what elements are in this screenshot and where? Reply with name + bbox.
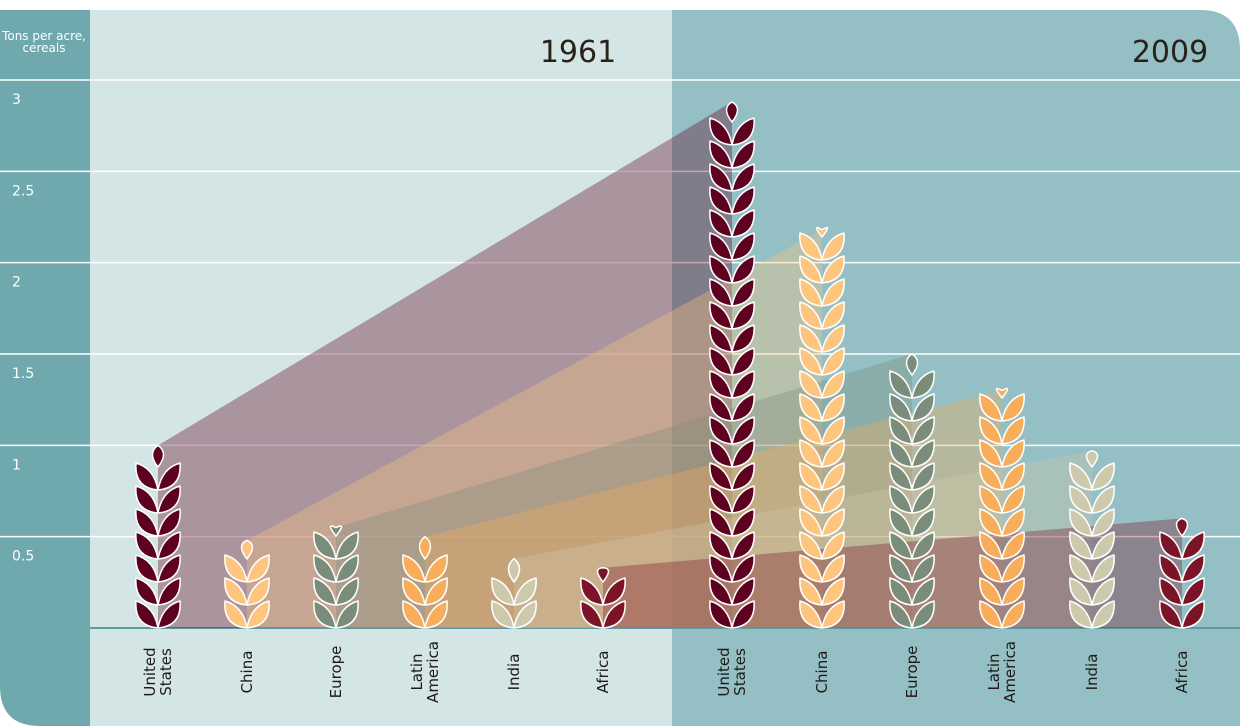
panel-title: 2009: [1132, 35, 1208, 70]
x-tick-label: Europe: [327, 646, 345, 699]
y-tick-label: 2: [12, 275, 21, 291]
x-tick-label: Africa: [1173, 651, 1191, 694]
x-tick-label: UnitedStates: [715, 647, 749, 696]
x-tick-label: China: [813, 651, 831, 694]
y-tick-label: 2.5: [12, 183, 34, 199]
x-tick-label: UnitedStates: [141, 647, 175, 696]
axis-band: [0, 0, 90, 726]
x-tick-label: Africa: [594, 651, 612, 694]
x-tick-label: India: [1083, 654, 1101, 691]
x-tick-label: India: [505, 654, 523, 691]
y-tick-label: 0.5: [12, 549, 34, 565]
x-tick-label: China: [238, 651, 256, 694]
panel-title: 1961: [540, 35, 616, 70]
page: 0.511.522.531961UnitedStatesChinaEuropeL…: [0, 0, 1250, 726]
y-tick-label: 1: [12, 457, 21, 473]
y-axis-label: Tons per acre, cereals: [2, 30, 86, 54]
x-tick-label: Europe: [903, 646, 921, 699]
y-tick-label: 1.5: [12, 366, 34, 382]
chart: 0.511.522.531961UnitedStatesChinaEuropeL…: [0, 0, 1250, 726]
y-tick-label: 3: [12, 92, 21, 108]
